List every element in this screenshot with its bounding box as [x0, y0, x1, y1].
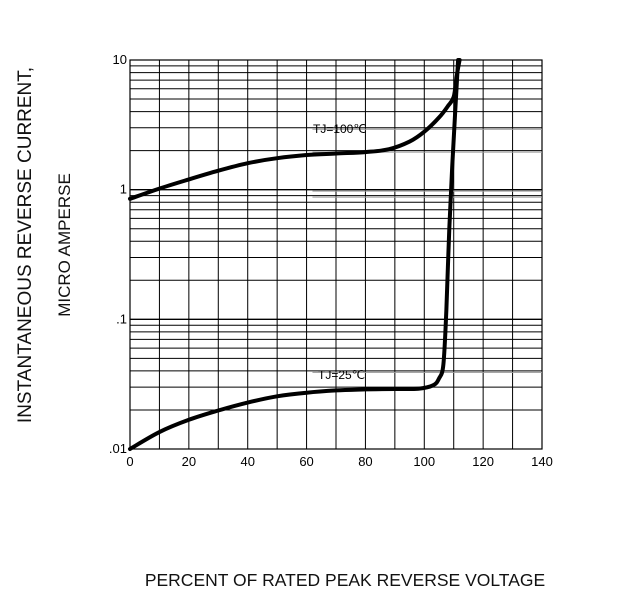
plot-frame [129, 59, 543, 450]
y-tick-label: 1 [120, 182, 127, 197]
y-tick-label: 10 [113, 52, 127, 67]
series-group [128, 58, 462, 451]
x-tick-label: 20 [182, 454, 196, 469]
series-line-0 [128, 58, 462, 201]
y-tick-label: .01 [109, 441, 127, 456]
series-label: TJ=25℃ [318, 368, 365, 382]
grid [130, 60, 542, 449]
x-tick-labels: 0 20 40 60 80 100 120 140 [126, 454, 552, 469]
series-label: TJ=100℃ [313, 122, 367, 136]
x-axis-label: PERCENT OF RATED PEAK REVERSE VOLTAGE [145, 570, 545, 590]
x-tick-label: 0 [126, 454, 133, 469]
y-tick-label: .1 [116, 311, 127, 326]
x-tick-label: 120 [472, 454, 494, 469]
x-tick-label: 40 [240, 454, 254, 469]
series-labels: TJ=100℃ TJ=25℃ [313, 122, 367, 382]
x-tick-label: 100 [413, 454, 435, 469]
x-tick-label: 140 [531, 454, 553, 469]
series-line-1 [128, 58, 461, 451]
y-tick-labels: 10 1 .1 .01 [109, 52, 127, 456]
y-axis-label-line-1: INSTANTANEOUS REVERSE CURRENT, [15, 67, 36, 423]
y-axis-label-line-2: MICRO AMPERSE [55, 173, 74, 317]
x-tick-label: 60 [299, 454, 313, 469]
x-tick-label: 80 [358, 454, 372, 469]
